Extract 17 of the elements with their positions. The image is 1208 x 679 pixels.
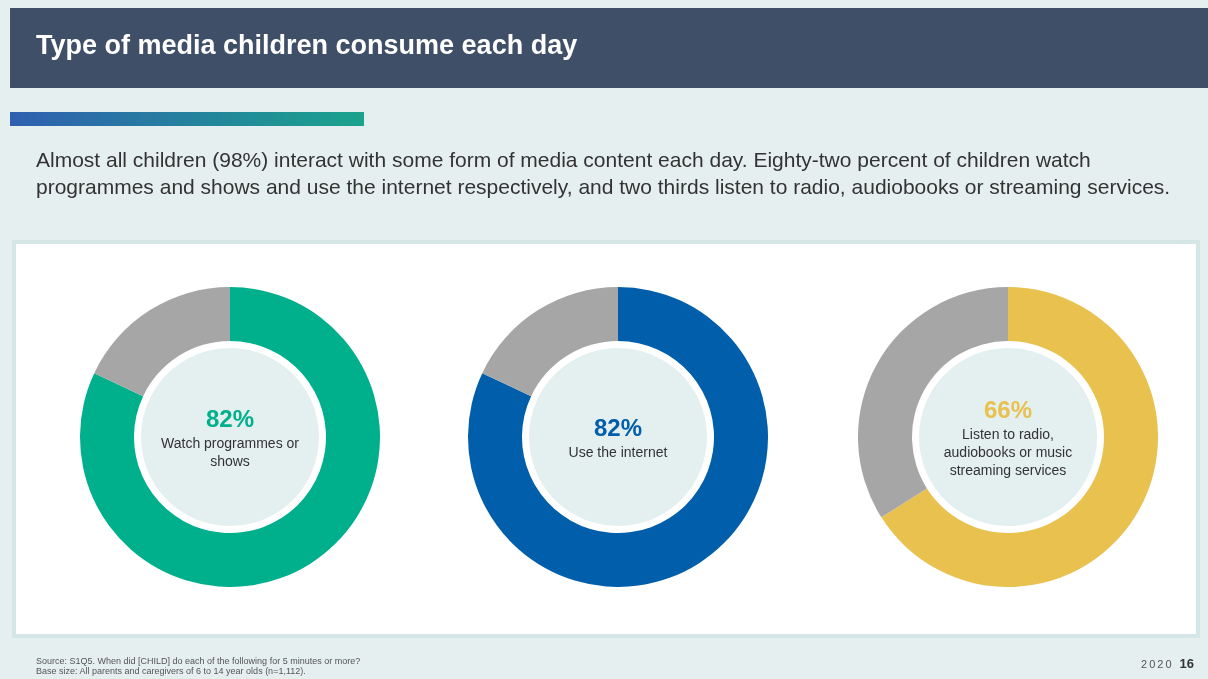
chart-title: Type of media children consume each day <box>36 30 578 61</box>
slice-label: Watch programmes or shows <box>160 434 300 470</box>
donut-slice <box>94 287 230 397</box>
slice-label: Use the internet <box>567 443 669 461</box>
data-label: 66% <box>982 395 1033 425</box>
source-note: Source: S1Q5. When did [CHILD] do each of the following for 5 minutes or more? <box>36 656 361 666</box>
text: Base size: All parents and caregivers of 6 to 14 year olds (n=1,112). <box>36 666 307 676</box>
slice-label: Listen to radio, audiobooks or music streaming services <box>942 425 1074 479</box>
donut-slice <box>468 287 768 587</box>
donut-slice <box>881 287 1158 587</box>
text: Almost all children (98%) interact with some form of media content each day. Eighty-two percent of children watch programmes and shows and use the internet respectively, and two thirds listen to radio, audiobooks or streaming services. <box>36 147 1172 200</box>
donut-slice <box>482 287 618 397</box>
donut-slice <box>80 287 380 587</box>
text: 2020 <box>1141 658 1174 670</box>
text: 16 <box>1179 656 1194 671</box>
data-label: 82% <box>592 413 643 443</box>
data-label: 82% <box>204 404 255 434</box>
